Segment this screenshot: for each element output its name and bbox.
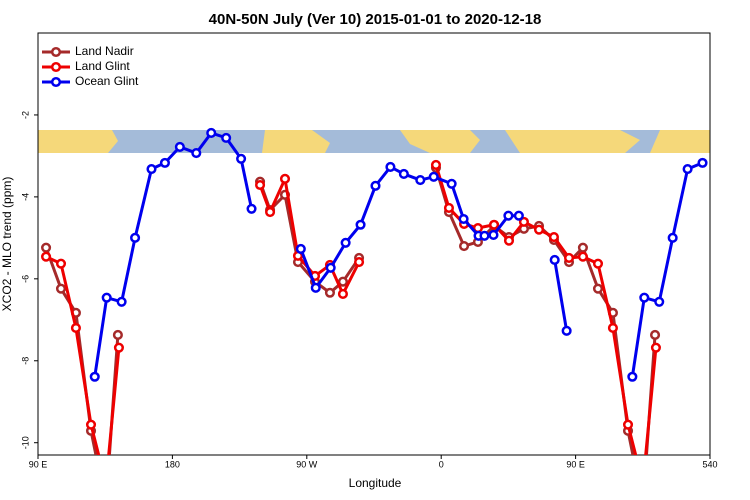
data-point	[370, 180, 381, 191]
x-axis-label: Longitude	[349, 476, 402, 490]
data-point	[489, 219, 500, 230]
data-point	[697, 157, 708, 168]
data-point	[488, 229, 499, 241]
data-point	[354, 256, 365, 268]
legend-label: Land Nadir	[75, 44, 134, 58]
data-point	[650, 342, 661, 353]
data-point	[627, 371, 638, 382]
data-point	[649, 329, 661, 341]
data-point	[458, 213, 469, 225]
plot-frame	[37, 32, 711, 456]
x-tick-label: 540	[702, 459, 717, 469]
plot-area	[41, 127, 708, 488]
chart-title: 40N-50N July (Ver 10) 2015-01-01 to 2020…	[209, 11, 542, 28]
data-point	[89, 371, 100, 382]
data-point	[101, 292, 112, 303]
data-point	[458, 240, 470, 252]
data-point	[55, 283, 67, 294]
data-point	[206, 127, 217, 139]
legend-marker	[50, 61, 62, 73]
data-point	[639, 292, 650, 303]
data-point	[102, 480, 110, 488]
data-point	[355, 219, 366, 230]
data-point	[607, 322, 618, 334]
data-point	[622, 419, 634, 430]
data-point	[221, 132, 232, 143]
data-point	[549, 254, 560, 266]
data-point	[159, 157, 170, 168]
data-point	[503, 210, 514, 221]
x-tick-label: 180	[165, 459, 180, 469]
y-axis-label: XCO2 - MLO trend (ppm)	[0, 177, 14, 312]
x-tick-label: 90 W	[296, 459, 318, 469]
data-point	[130, 232, 141, 243]
data-point	[561, 325, 572, 336]
data-point	[295, 243, 306, 254]
x-tick-label: 0	[439, 459, 444, 469]
y-tick-label: -2	[20, 111, 30, 119]
data-point	[654, 296, 665, 307]
data-point	[255, 179, 266, 191]
data-point	[337, 288, 348, 300]
data-point	[415, 175, 426, 186]
data-point	[85, 419, 97, 430]
data-point	[639, 480, 647, 488]
data-point	[324, 287, 335, 298]
data-point	[41, 251, 52, 262]
data-point	[682, 163, 693, 175]
data-point	[55, 258, 67, 269]
data-point	[577, 242, 588, 253]
data-point	[41, 242, 52, 253]
legend-marker	[50, 76, 62, 88]
data-point	[513, 210, 524, 221]
data-point	[533, 224, 545, 235]
data-point	[146, 163, 157, 175]
data-point	[577, 251, 588, 262]
data-point	[430, 159, 442, 170]
data-point	[428, 171, 439, 182]
data-point	[548, 231, 559, 243]
data-point	[503, 235, 515, 246]
legend-label: Land Glint	[75, 59, 130, 73]
series-line	[93, 131, 704, 377]
data-point	[398, 168, 409, 179]
y-tick-label: -10	[20, 436, 30, 449]
data-point	[563, 252, 575, 263]
map-strip	[38, 130, 710, 153]
data-point	[174, 141, 185, 152]
data-point	[479, 230, 490, 241]
data-point	[246, 203, 257, 214]
data-point	[518, 216, 529, 227]
data-point	[279, 173, 291, 184]
y-tick-label: -4	[20, 193, 30, 201]
data-point	[446, 178, 457, 189]
data-point	[113, 342, 124, 353]
legend-marker	[50, 46, 62, 58]
legend-label: Ocean Glint	[75, 74, 139, 88]
data-point	[592, 258, 604, 269]
y-tick-label: -8	[20, 357, 30, 365]
data-point	[592, 283, 604, 294]
y-tick-label: -6	[20, 275, 30, 283]
x-tick-label: 90 E	[29, 459, 48, 469]
data-point	[265, 206, 276, 218]
x-tick-label: 90 E	[566, 459, 585, 469]
data-point	[385, 161, 396, 173]
data-point	[116, 296, 127, 307]
data-point	[443, 202, 455, 213]
data-point	[325, 262, 336, 273]
data-point	[236, 153, 247, 164]
data-point	[667, 232, 678, 243]
data-point	[340, 237, 351, 248]
data-point	[70, 322, 81, 334]
data-point	[337, 276, 348, 287]
data-point	[191, 147, 202, 159]
data-point	[112, 329, 123, 341]
data-point	[310, 282, 321, 293]
